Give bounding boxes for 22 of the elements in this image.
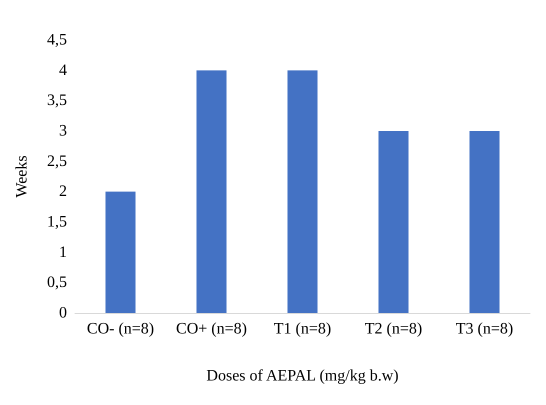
y-tick-label: 1	[59, 244, 67, 261]
y-tick-label: 0,5	[47, 274, 67, 292]
x-tick-label: CO+ (n=8)	[176, 320, 247, 338]
bar	[105, 192, 136, 313]
x-axis-title: Doses of AEPAL (mg/kg b.w)	[206, 368, 399, 384]
x-tick-label: CO- (n=8)	[86, 320, 154, 338]
y-tick-label: 4	[59, 62, 67, 79]
bar	[378, 131, 409, 313]
x-tick-label: T2 (n=8)	[364, 320, 422, 338]
x-tick-label: T1 (n=8)	[274, 320, 332, 338]
y-tick-label: 4,5	[47, 32, 67, 48]
bar	[196, 70, 227, 313]
y-tick-label: 0	[59, 304, 67, 322]
x-tick-label: T3 (n=8)	[456, 320, 514, 338]
y-tick-label: 2	[59, 183, 67, 200]
bar	[287, 70, 318, 313]
y-tick-label: 3,5	[47, 92, 67, 110]
y-axis-title: Weeks	[14, 155, 30, 198]
bar	[469, 131, 500, 313]
y-tick-label: 1,5	[47, 214, 67, 230]
y-tick-label: 3	[59, 122, 67, 140]
y-tick-label: 2,5	[47, 152, 67, 170]
